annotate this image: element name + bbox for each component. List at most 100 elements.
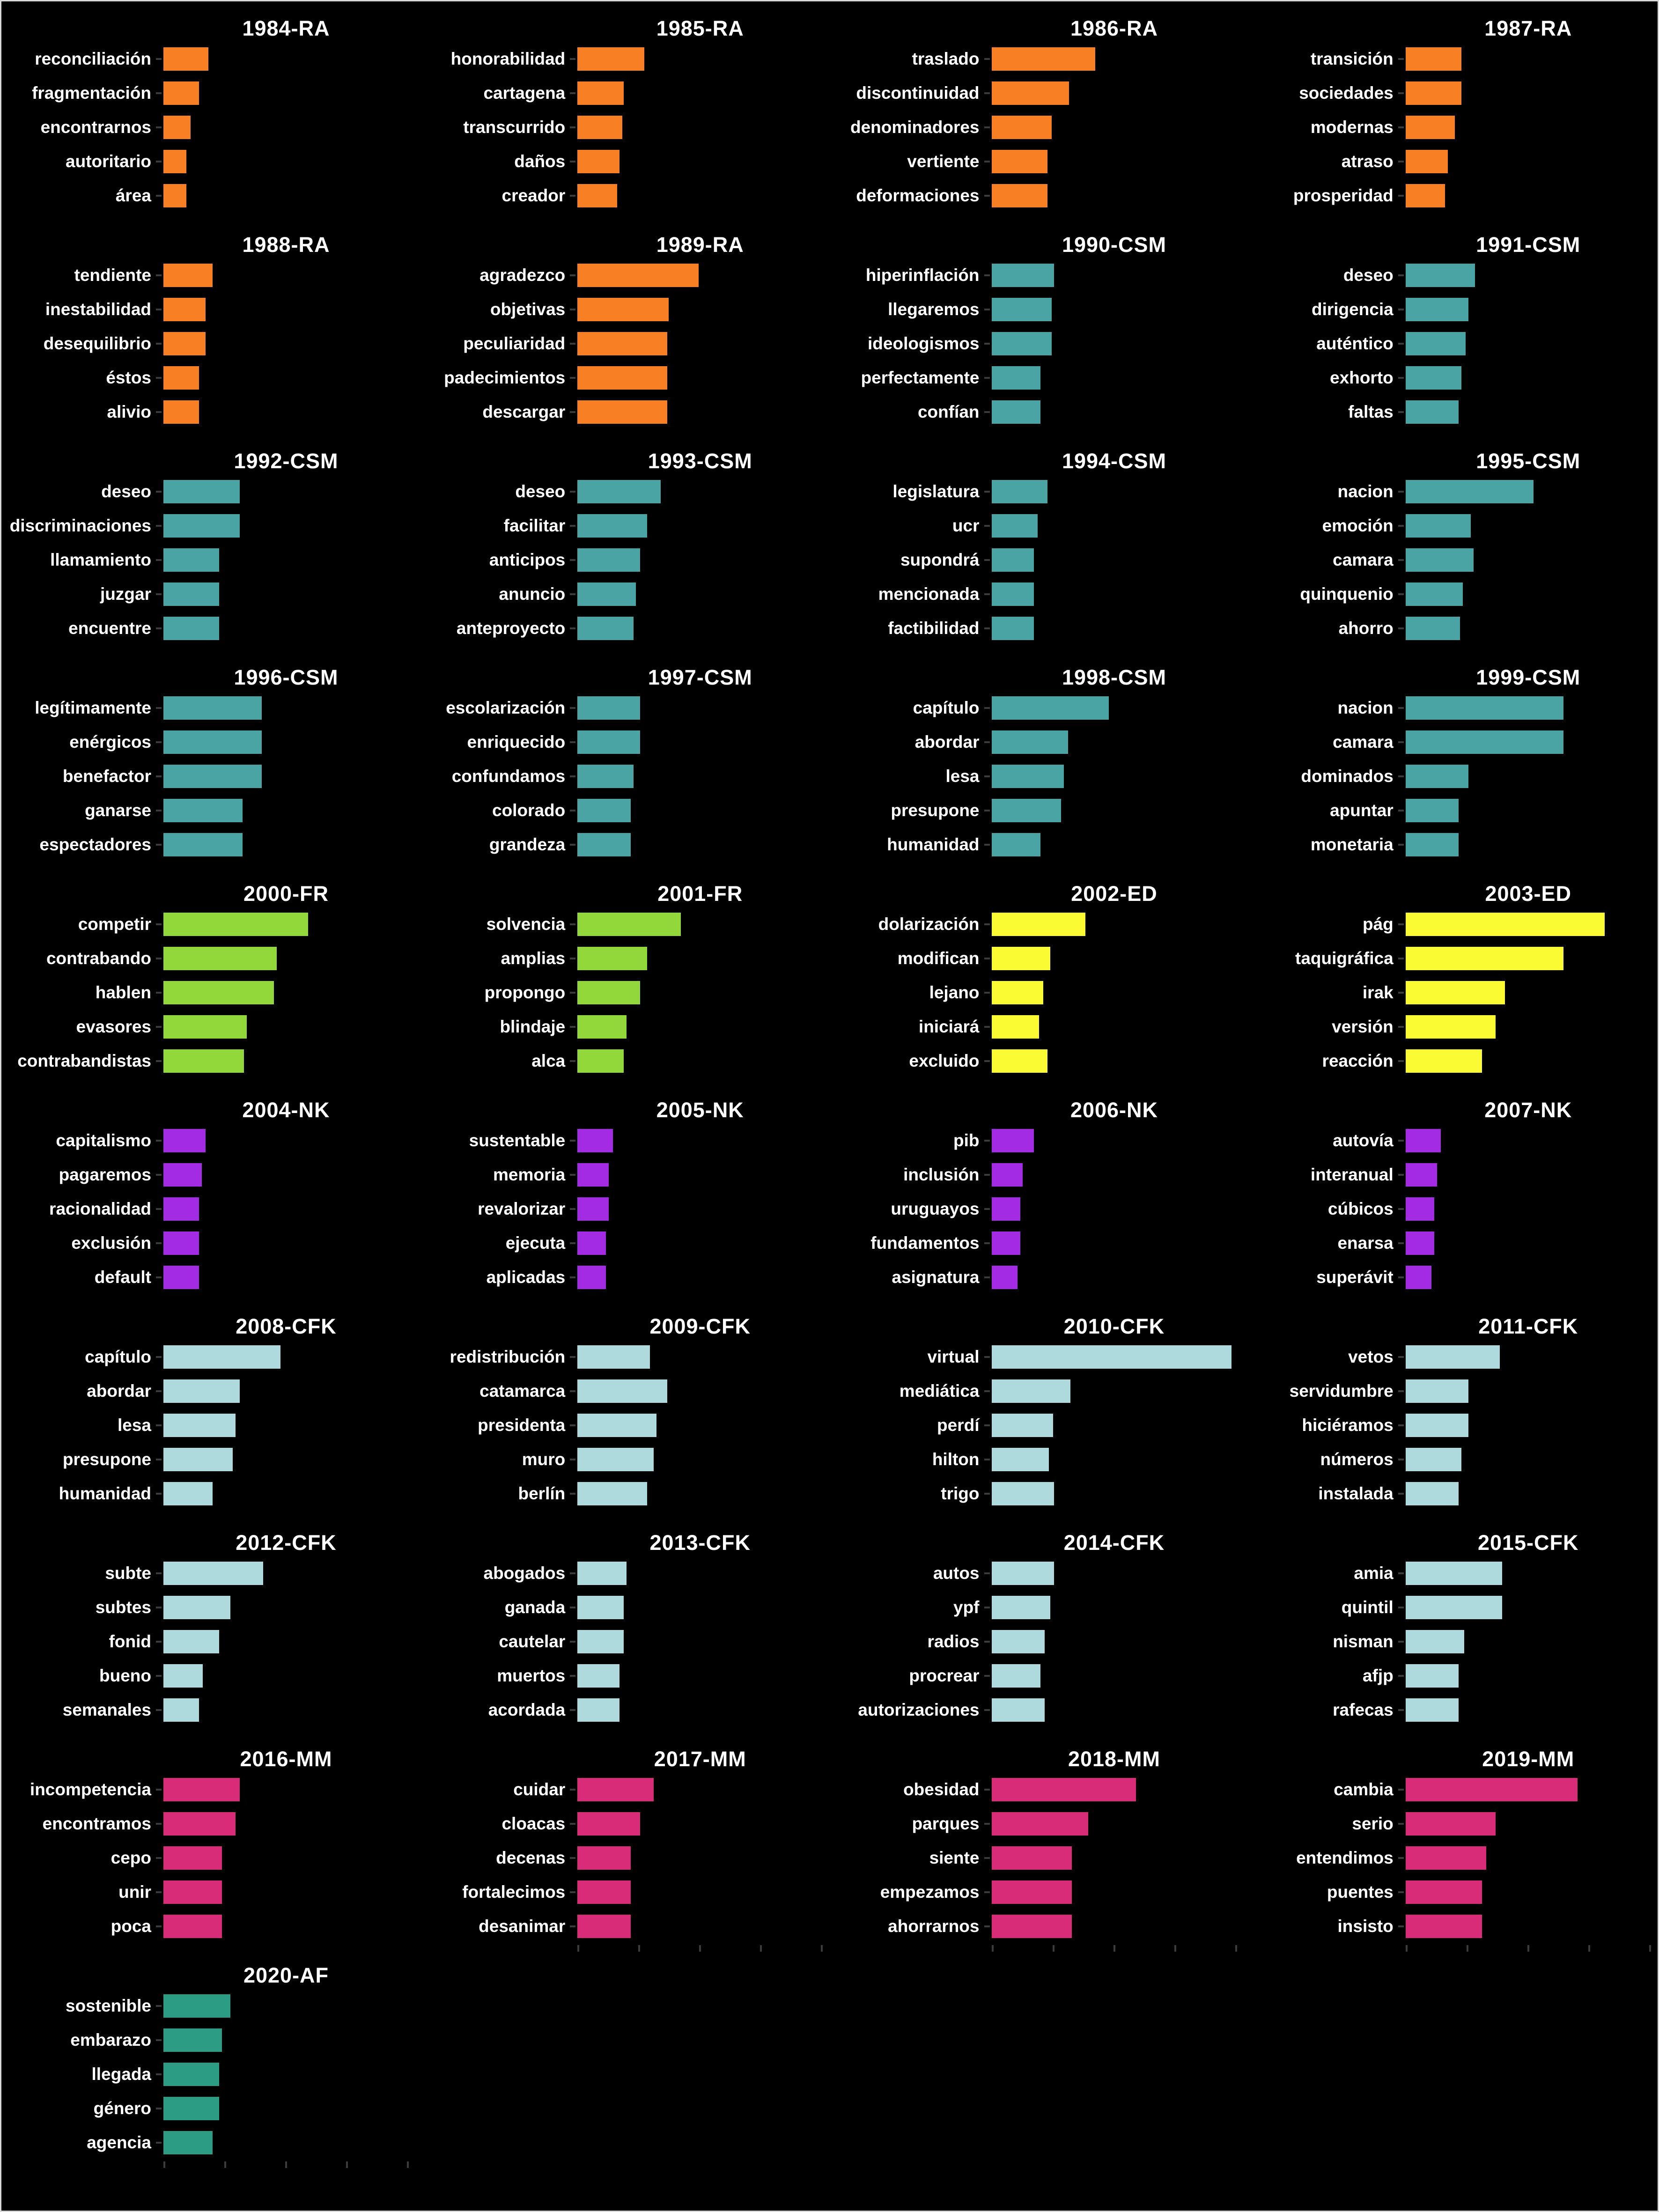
- category-label: ejecuta: [505, 1233, 566, 1253]
- category-label: puentes: [1327, 1882, 1394, 1902]
- y-axis-tick: [1398, 411, 1404, 413]
- y-axis-tick: [984, 843, 990, 846]
- category-label: padecimientos: [444, 368, 566, 387]
- category-label: deformaciones: [856, 185, 980, 205]
- y-axis-tick: [156, 1925, 162, 1927]
- bar-chart: 1989-RA agradezco objetivas peculiaridad…: [415, 229, 829, 445]
- plot-area: [163, 400, 409, 424]
- bar: [1405, 184, 1445, 207]
- bar-chart: 2013-CFK abogados ganada cautelar muerto…: [415, 1527, 829, 1743]
- plot-area: [1405, 1561, 1651, 1585]
- bar: [577, 1880, 631, 1904]
- category-label: superávit: [1316, 1267, 1394, 1287]
- plot-area: [991, 1482, 1237, 1505]
- bar-row: ejecuta: [415, 1226, 829, 1260]
- category-label: capítulo: [85, 1347, 151, 1366]
- category-label: modernas: [1310, 117, 1394, 137]
- y-axis-tick: [570, 559, 576, 561]
- bar: [1405, 1128, 1441, 1152]
- bar: [991, 1163, 1023, 1187]
- chart-title: 2000-FR: [243, 882, 329, 906]
- chart-rows: escolarización enriquecido confundamos c…: [415, 691, 829, 862]
- bar-row: discriminaciones: [1, 509, 415, 543]
- bar: [577, 1231, 606, 1255]
- bar-row: anteproyecto: [415, 611, 829, 645]
- plot-area: [577, 400, 823, 424]
- bar-row: pág: [1244, 907, 1658, 941]
- bar: [163, 1914, 222, 1938]
- bar: [1405, 833, 1459, 856]
- bar: [991, 696, 1109, 720]
- bar-row: exclusión: [1, 1226, 415, 1260]
- bar-row: siente: [830, 1841, 1244, 1875]
- bar: [577, 184, 617, 207]
- bar-row: semanales: [1, 1693, 415, 1727]
- category-label: irak: [1362, 982, 1394, 1002]
- plot-area: [991, 912, 1237, 936]
- category-label: reacción: [1322, 1051, 1394, 1070]
- plot-area: [163, 1994, 409, 2018]
- chart-rows: nacion camara dominados apuntar monetari…: [1244, 691, 1658, 862]
- category-label: mediática: [899, 1381, 980, 1401]
- plot-area: [1405, 366, 1651, 390]
- bar: [1405, 400, 1459, 424]
- category-label: fragmentación: [32, 83, 151, 103]
- bar: [577, 981, 641, 1004]
- category-label: factibilidad: [888, 618, 980, 638]
- y-axis-tick: [570, 1822, 576, 1825]
- bar: [163, 149, 187, 173]
- bar: [577, 366, 668, 390]
- chart-rows: incompetencia encontramos cepo unir poca: [1, 1772, 415, 1943]
- bar-row: perfectamente: [830, 361, 1244, 395]
- x-axis: [577, 1296, 823, 1304]
- bar-chart: 1996-CSM legítimamente enérgicos benefac…: [1, 662, 415, 878]
- category-label: incompetencia: [29, 1779, 151, 1799]
- plot-area: [991, 798, 1237, 822]
- chart-rows: deseo discriminaciones llamamiento juzga…: [1, 474, 415, 645]
- plot-area: [163, 2028, 409, 2052]
- y-axis-tick: [570, 126, 576, 128]
- plot-area: [163, 184, 409, 207]
- y-axis-tick: [570, 1492, 576, 1495]
- bar-row: asignatura: [830, 1260, 1244, 1294]
- plot-area: [163, 1880, 409, 1904]
- bar-row: desequilibrio: [1, 326, 415, 361]
- category-label: encuentre: [68, 618, 151, 638]
- bar: [163, 1777, 240, 1801]
- bar-row: acordada: [415, 1693, 829, 1727]
- chart-title: 1994-CSM: [1062, 449, 1167, 473]
- bar-row: ahorrarnos: [830, 1909, 1244, 1943]
- category-label: discontinuidad: [856, 83, 980, 103]
- category-label: atraso: [1341, 151, 1394, 171]
- bar: [163, 764, 262, 788]
- bar: [577, 1630, 624, 1653]
- bar-chart: 2004-NK capitalismo pagaremos racionalid…: [1, 1094, 415, 1311]
- plot-area: [577, 1413, 823, 1437]
- bar-row: deseo: [1, 474, 415, 509]
- bar-chart: 2001-FR solvencia amplias propongo blind…: [415, 878, 829, 1094]
- bar-chart: 2006-NK pib inclusión uruguayos fundamen…: [830, 1094, 1244, 1311]
- bar: [163, 514, 240, 538]
- chart-title: 2006-NK: [1070, 1098, 1158, 1122]
- bar: [1405, 1630, 1464, 1653]
- category-label: llamamiento: [50, 550, 151, 569]
- y-axis-tick: [570, 1458, 576, 1460]
- y-axis-tick: [1398, 957, 1404, 959]
- y-axis-tick: [570, 1173, 576, 1176]
- y-axis-tick: [984, 627, 990, 629]
- bar: [163, 1413, 236, 1437]
- bar-row: exhorto: [1244, 361, 1658, 395]
- x-axis-tick: [699, 1945, 701, 1952]
- category-label: instalada: [1318, 1483, 1394, 1503]
- x-axis: [577, 431, 823, 438]
- bar: [1405, 764, 1468, 788]
- category-label: sociedades: [1299, 83, 1394, 103]
- y-axis-tick: [1398, 1857, 1404, 1859]
- category-label: descargar: [482, 402, 566, 421]
- plot-area: [1405, 946, 1651, 970]
- y-axis-tick: [570, 593, 576, 595]
- category-label: presupone: [891, 800, 980, 820]
- plot-area: [163, 1595, 409, 1619]
- category-label: benefactor: [62, 766, 151, 786]
